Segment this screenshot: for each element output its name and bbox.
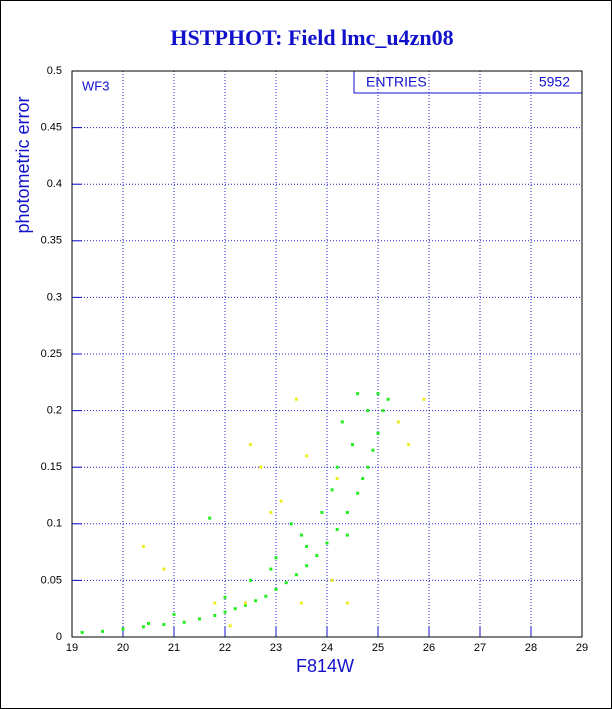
point [243, 601, 247, 605]
stats-value: 5952 [539, 74, 570, 90]
x-tick-label: 29 [576, 642, 588, 654]
x-tick-label: 20 [117, 642, 129, 654]
x-tick-label: 22 [219, 642, 231, 654]
x-tick-label: 25 [372, 642, 384, 654]
point [249, 578, 252, 582]
point [269, 510, 273, 514]
point [345, 510, 349, 514]
point [279, 499, 283, 503]
y-tick-label: 0.05 [41, 574, 62, 586]
point [223, 595, 227, 599]
point [335, 465, 339, 469]
point [162, 623, 166, 627]
stats-label: ENTRIES [366, 74, 427, 90]
point [351, 443, 354, 447]
point [289, 522, 293, 526]
point [269, 567, 273, 571]
point [330, 488, 334, 492]
point [274, 587, 278, 591]
y-tick-label: 0.5 [47, 65, 62, 77]
y-tick-label: 0 [56, 631, 62, 643]
x-tick-label: 28 [525, 642, 537, 654]
x-axis-label: F814W [296, 656, 354, 676]
y-axis-label: photometric error [13, 96, 33, 233]
y-tick-label: 0.15 [41, 461, 62, 473]
point [315, 553, 319, 557]
point [208, 516, 212, 520]
point [147, 621, 150, 625]
point [259, 465, 263, 469]
y-tick-label: 0.3 [47, 291, 62, 303]
point [284, 581, 288, 585]
y-tick-label: 0.2 [47, 405, 62, 417]
point [320, 510, 324, 514]
point [300, 533, 303, 537]
point [335, 527, 339, 531]
point [386, 397, 390, 401]
point [249, 443, 252, 447]
point [162, 567, 166, 571]
point [376, 392, 380, 396]
point [376, 431, 380, 435]
y-tick-label: 0.4 [47, 178, 62, 190]
point [182, 620, 186, 624]
point [371, 448, 375, 452]
point [361, 477, 365, 481]
x-tick-label: 26 [423, 642, 435, 654]
y-tick-label: 0.45 [41, 122, 62, 134]
point [294, 397, 298, 401]
point [300, 601, 303, 605]
point [381, 409, 385, 413]
y-tick-label: 0.25 [41, 348, 62, 360]
point [396, 420, 400, 424]
point [325, 541, 329, 545]
x-tick-label: 23 [270, 642, 282, 654]
point [264, 594, 268, 598]
point [305, 454, 309, 458]
point [121, 627, 125, 631]
chart-title: HSTPHOT: Field lmc_u4zn08 [170, 25, 453, 50]
point [101, 629, 105, 633]
point [422, 397, 426, 401]
y-tick-label: 0.35 [41, 235, 62, 247]
point [233, 607, 237, 611]
point [330, 578, 334, 582]
x-tick-label: 27 [474, 642, 486, 654]
point [223, 610, 227, 614]
point [274, 556, 278, 560]
point [345, 601, 349, 605]
x-tick-label: 24 [321, 642, 333, 654]
y-tick-label: 0.1 [47, 518, 62, 530]
annotation: WF3 [82, 78, 109, 93]
point [356, 491, 360, 495]
point [141, 625, 145, 629]
point [335, 477, 339, 481]
point [356, 392, 360, 396]
point [80, 630, 84, 634]
point [213, 613, 217, 617]
point [228, 624, 232, 628]
point [345, 533, 349, 537]
point [172, 612, 176, 616]
point [254, 599, 258, 603]
point [407, 443, 411, 447]
point [305, 544, 309, 548]
point [340, 420, 344, 424]
point [305, 564, 309, 568]
point [294, 573, 298, 577]
point [213, 601, 217, 605]
point [366, 409, 370, 413]
point [198, 617, 201, 621]
x-tick-label: 19 [66, 642, 78, 654]
point [243, 603, 247, 607]
point [366, 465, 370, 469]
x-tick-label: 21 [168, 642, 180, 654]
plot-border [71, 70, 583, 638]
point [141, 544, 145, 548]
